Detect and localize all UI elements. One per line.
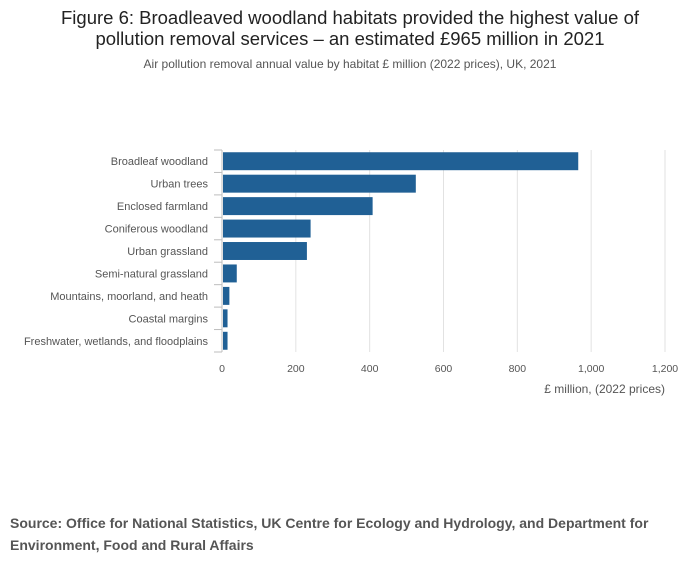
x-tick-label: 1,000 [578, 363, 604, 375]
x-axis-title: £ million, (2022 prices) [544, 382, 665, 396]
category-label: Broadleaf woodland [111, 156, 208, 168]
bar [223, 152, 579, 171]
category-label: Urban grassland [127, 246, 208, 258]
chart-title-line-2: pollution removal services – an estimate… [95, 28, 605, 49]
x-tick-label: 800 [509, 363, 527, 375]
bar [223, 309, 228, 328]
x-tick-label: 0 [219, 363, 225, 375]
category-label: Coastal margins [129, 313, 209, 325]
x-tick-label: 1,200 [652, 363, 678, 375]
bar [223, 286, 230, 305]
category-label: Enclosed farmland [117, 201, 208, 213]
bar [223, 197, 373, 216]
category-label: Semi-natural grassland [95, 268, 208, 280]
chart-title-line-1: Figure 6: Broadleaved woodland habitats … [61, 7, 639, 28]
category-label: Freshwater, wetlands, and floodplains [24, 336, 209, 348]
bar [223, 174, 416, 193]
x-tick-label: 600 [435, 363, 453, 375]
category-label: Urban trees [151, 179, 209, 191]
bar [223, 242, 307, 260]
chart-subtitle: Air pollution removal annual value by ha… [143, 57, 557, 71]
x-tick-label: 400 [361, 363, 379, 375]
bar [223, 331, 228, 350]
source-note: Source: Office for National Statistics, … [10, 515, 649, 553]
x-tick-label: 200 [287, 363, 305, 375]
bar [223, 264, 237, 283]
category-label: Coniferous woodland [105, 224, 208, 236]
chart-title: Figure 6: Broadleaved woodland habitats … [0, 7, 700, 49]
category-label: Mountains, moorland, and heath [50, 291, 208, 303]
bar [223, 219, 311, 238]
